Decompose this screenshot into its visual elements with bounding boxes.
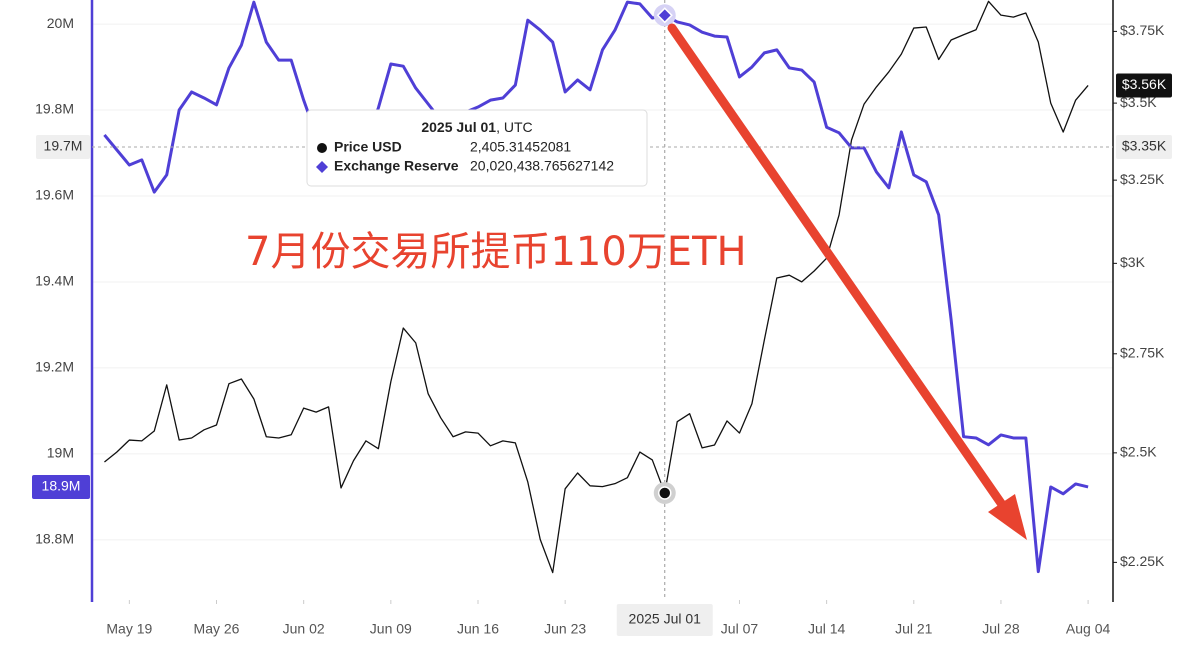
tooltip-name: Exchange Reserve (334, 158, 459, 174)
y-tick-label: 19.6M (35, 187, 74, 203)
crosshair-y2-label-box (1116, 134, 1172, 159)
x-tick-label: Jun 02 (283, 621, 325, 637)
y2-tick-label: $2.5K (1120, 444, 1157, 460)
last-value-label: 18.9M (42, 478, 81, 494)
x-tick-label: Jun 09 (370, 621, 412, 637)
x-tick-label: Jul 28 (982, 621, 1020, 637)
tooltip-value: 20,020,438.765627142 (470, 158, 614, 174)
tooltip-swatch (316, 161, 328, 173)
last-value-label-box (32, 474, 90, 499)
x-tick-label: Jul 21 (895, 621, 933, 637)
x-tick-label: Jun 23 (544, 621, 586, 637)
tooltip-timezone: , UTC (496, 119, 533, 135)
y-tick-label: 19M (47, 445, 74, 461)
y2-tick-label: $2.75K (1120, 344, 1165, 360)
y-tick-label: 18.8M (35, 531, 74, 547)
hover-point (658, 486, 672, 500)
y-tick-label: 20M (47, 15, 74, 31)
x-tick-label: Aug 04 (1066, 621, 1111, 637)
arrow-head (988, 494, 1027, 540)
y-tick-label: 19.2M (35, 359, 74, 375)
tooltip: 2025 Jul 01, UTC Price USD 2,405.3145208… (306, 109, 648, 187)
tooltip-value: 2,405.31452081 (470, 139, 571, 155)
x-tick-label: May 26 (194, 621, 240, 637)
tooltip-name: Price USD (334, 139, 402, 155)
y2-tick-label: $3K (1120, 254, 1146, 270)
tooltip-box (306, 109, 648, 187)
annotation: 7月份交易所提币110万ETH (245, 229, 747, 275)
crosshair-y2-label: $3.35K (1122, 138, 1167, 154)
arrow-shaft (667, 23, 1008, 511)
x-tick-label: Jun 16 (457, 621, 499, 637)
crosshair-y-label-box (36, 134, 90, 159)
y2-tick-label: $3.5K (1120, 94, 1157, 110)
last-value-label: $3.56K (1122, 76, 1167, 92)
tooltip-date: 2025 Jul 01 (421, 119, 496, 135)
tooltip-swatch (317, 143, 327, 153)
y2-tick-label: $3.25K (1120, 171, 1165, 187)
hover-point (656, 7, 673, 24)
tooltip-title: 2025 Jul 01, UTC (421, 119, 532, 135)
y2-tick-label: $3.75K (1120, 22, 1165, 38)
crosshair-x-label-box (616, 604, 713, 636)
axis-labels: 19.7M $3.35K 2025 Jul 01 $3.56K 18.9M (32, 73, 1172, 636)
y-tick-label: 19.8M (35, 101, 74, 117)
series-line (103, 0, 1089, 574)
y-tick-label: 19.4M (35, 273, 74, 289)
arrow (667, 23, 1027, 540)
series-line (104, 0, 1089, 574)
crosshair-x-label: 2025 Jul 01 (629, 611, 702, 627)
axes: 18.8M 19M 19.2M 19.4M 19.6M 19.8M 20M $2.25K $2.… (35, 15, 1165, 637)
x-tick-label: Jul 14 (808, 621, 846, 637)
crosshair-y-label: 19.7M (44, 138, 83, 154)
lines (103, 0, 1089, 574)
x-tick-label: Jul 07 (721, 621, 759, 637)
y2-tick-label: $2.25K (1120, 553, 1165, 569)
x-tick-label: May 19 (106, 621, 152, 637)
last-value-label-box (1116, 73, 1172, 98)
